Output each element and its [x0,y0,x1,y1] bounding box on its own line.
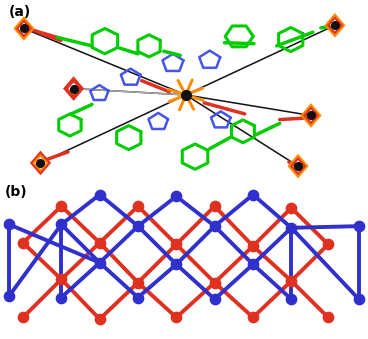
Point [6,222,12,227]
Point [250,262,256,267]
Point [289,296,294,302]
Point [212,203,217,209]
Text: (b): (b) [4,185,27,199]
Point [135,203,141,209]
Point [289,278,294,284]
Point [212,296,217,302]
Point [212,280,217,285]
Point [173,194,179,199]
Point [59,203,64,209]
Point [356,296,362,302]
Point [20,240,26,245]
Point [135,223,141,229]
Point [173,242,179,247]
Point [289,225,294,231]
Point [97,316,103,322]
Point [173,262,179,267]
Point [250,192,256,197]
Point [59,277,64,282]
Point [59,222,64,227]
Point [135,295,141,300]
Point [97,260,103,265]
Point [97,240,103,245]
Point [20,315,26,320]
Point [97,192,103,197]
Point [173,315,179,320]
Text: (a): (a) [9,5,31,19]
Point [59,295,64,300]
Point [289,205,294,211]
Point [250,243,256,249]
Point [325,242,331,247]
Point [212,223,217,229]
Point [6,293,12,299]
Point [250,315,256,320]
Point [135,280,141,285]
Point [356,223,362,229]
Point [325,315,331,320]
